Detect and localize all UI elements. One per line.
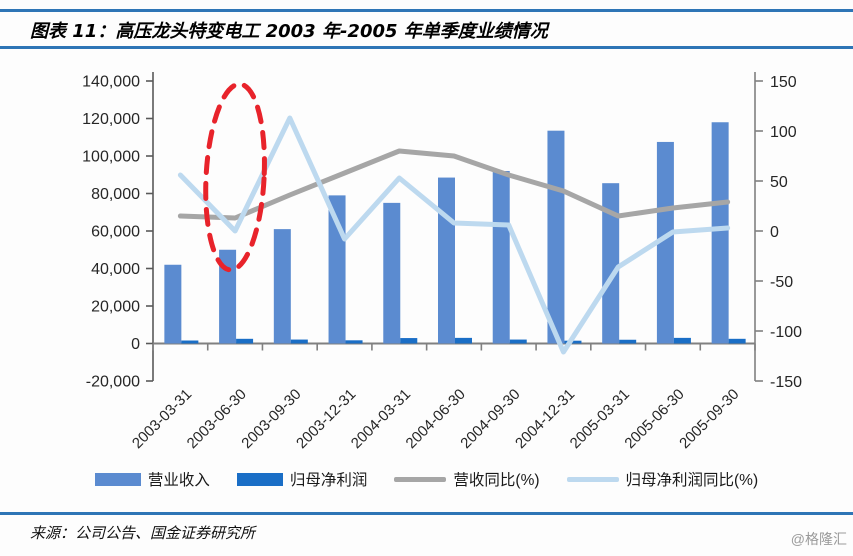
bar-revenue [383, 202, 401, 344]
title-divider [0, 46, 853, 49]
highlight-ellipse-annotation [203, 81, 267, 273]
bottom-divider [0, 512, 853, 515]
bar-revenue [711, 122, 729, 344]
bar-net-profit [181, 340, 199, 344]
bar-net-profit [345, 340, 363, 344]
y-left-tick-label: 60,000 [91, 224, 140, 241]
legend-item-net-profit: 归母净利润 [236, 468, 368, 490]
y-right-tick-label: 100 [770, 124, 797, 141]
y-left-tick-label: 20,000 [91, 299, 140, 316]
y-left-tick-label: 0 [131, 336, 140, 353]
y-left-tick-label: -20,000 [86, 374, 140, 391]
legend-label: 归母净利润 [289, 472, 368, 489]
revenue-yoy-line-swatch-icon [394, 476, 447, 482]
bar-net-profit [455, 337, 472, 344]
combo-chart: 140,000 120,000 100,000 80,000 60,000 40,000 2… [82, 72, 802, 452]
bar-net-profit [728, 338, 746, 344]
bar-revenue [273, 229, 291, 344]
bar-net-profit [619, 339, 637, 344]
bar-revenue [547, 130, 565, 344]
watermark: @格隆汇 [790, 531, 847, 547]
y-left-tick-label: 140,000 [82, 74, 140, 91]
bar-net-profit [290, 339, 308, 344]
y-left-tick-label: 120,000 [82, 111, 140, 128]
bar-net-profit [509, 339, 527, 344]
bar-net-profit [400, 338, 418, 344]
y-right-tick-label: -100 [770, 324, 802, 341]
revenue-bar-swatch-icon [94, 472, 141, 486]
bar-revenue [438, 177, 455, 344]
legend-item-revenue: 营业收入 [94, 468, 210, 490]
y-left-tick-label: 80,000 [91, 186, 140, 203]
legend-item-revenue-yoy: 营收同比(%) [394, 468, 540, 490]
y-right-tick-label: 50 [770, 174, 788, 191]
y-left-tick-label: 100,000 [82, 149, 140, 166]
x-category-label: 2005-09-30 [676, 386, 742, 452]
bar-revenue [219, 249, 237, 344]
line-net-profit-yoy [177, 115, 731, 355]
chart-title: 图表 11：高压龙头特变电工 2003 年-2005 年单季度业绩情况 [30, 21, 548, 42]
top-divider [0, 9, 853, 12]
bar-net-profit [236, 338, 254, 344]
legend-label: 营收同比(%) [453, 472, 540, 489]
net-profit-yoy-line-swatch-icon [566, 476, 619, 482]
bar-revenue [492, 171, 510, 344]
bar-net-profit [564, 340, 582, 344]
y-right-tick-label: -50 [770, 274, 793, 291]
y-right-tick-label: 150 [770, 74, 797, 91]
legend-label: 归母净利润同比(%) [625, 472, 759, 489]
net-profit-bar-swatch-icon [236, 472, 283, 486]
y-right-tick-label: 0 [770, 224, 779, 241]
chart-area: 140,000 120,000 100,000 80,000 60,000 40,000 2… [0, 58, 853, 462]
bar-revenue [164, 264, 182, 344]
line-revenue-yoy [177, 148, 731, 221]
bar-revenue [656, 141, 674, 344]
bar-revenue [602, 183, 620, 344]
y-right-tick-label: -150 [770, 374, 802, 391]
legend-item-net-profit-yoy: 归母净利润同比(%) [566, 468, 759, 490]
source-note: 来源：公司公告、国金证券研究所 [30, 524, 256, 542]
y-left-tick-label: 40,000 [91, 261, 140, 278]
legend-label: 营业收入 [147, 472, 210, 489]
bar-net-profit [673, 337, 691, 344]
chart-legend: 营业收入 归母净利润 营收同比(%) 归母净利润同比(%) [0, 468, 853, 490]
